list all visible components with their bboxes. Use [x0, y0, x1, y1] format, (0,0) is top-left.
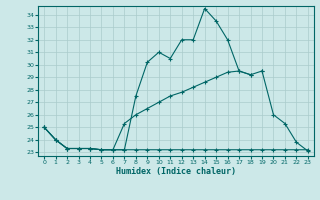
X-axis label: Humidex (Indice chaleur): Humidex (Indice chaleur): [116, 167, 236, 176]
